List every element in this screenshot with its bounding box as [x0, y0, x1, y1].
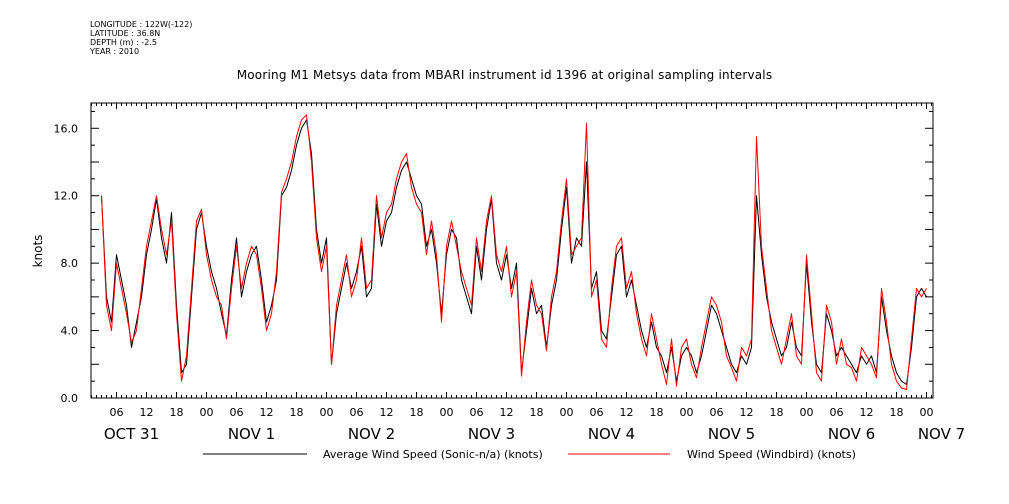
x-tick-label: 18 [650, 406, 664, 419]
x-day-label: NOV 7 [918, 425, 965, 443]
x-tick-label: 12 [740, 406, 754, 419]
y-tick-label: 4.0 [61, 325, 79, 338]
x-tick-label: 12 [620, 406, 634, 419]
chart-title: Mooring M1 Metsys data from MBARI instru… [236, 68, 773, 82]
metadata-block: LONGITUDE : 122W(-122) LATITUDE : 36.8N … [90, 20, 192, 56]
x-tick-label: 18 [530, 406, 544, 419]
x-day-label: NOV 2 [348, 425, 395, 443]
legend-label: Average Wind Speed (Sonic-n/a) (knots) [323, 448, 543, 461]
x-day-label: NOV 6 [828, 425, 875, 443]
x-tick-label: 06 [350, 406, 364, 419]
x-tick-label: 06 [230, 406, 244, 419]
x-tick-label: 12 [140, 406, 154, 419]
x-tick-label: 00 [200, 406, 214, 419]
legend-label: Wind Speed (Windbird) (knots) [687, 448, 856, 461]
x-tick-label: 06 [110, 406, 124, 419]
y-tick-label: 8.0 [61, 257, 79, 270]
x-tick-label: 00 [560, 406, 574, 419]
x-day-label: OCT 31 [104, 425, 159, 443]
y-tick-label: 12.0 [54, 190, 79, 203]
x-tick-label: 06 [830, 406, 844, 419]
x-tick-label: 12 [500, 406, 514, 419]
x-tick-label: 12 [380, 406, 394, 419]
x-tick-label: 00 [680, 406, 694, 419]
x-tick-label: 12 [260, 406, 274, 419]
plot-frame [90, 102, 934, 399]
x-tick-label: 00 [800, 406, 814, 419]
depth-label: DEPTH (m) : -2.5 [90, 38, 157, 47]
x-tick-label: 18 [170, 406, 184, 419]
x-tick-label: 18 [770, 406, 784, 419]
x-tick-label: 06 [470, 406, 484, 419]
x-tick-label: 18 [410, 406, 424, 419]
x-day-label: NOV 3 [468, 425, 515, 443]
x-tick-label: 12 [860, 406, 874, 419]
x-tick-label: 06 [710, 406, 724, 419]
y-tick-label: 16.0 [54, 122, 79, 135]
x-day-label: NOV 5 [708, 425, 755, 443]
x-day-label: NOV 1 [228, 425, 275, 443]
series-line-windbird [101, 114, 927, 391]
x-tick-label: 00 [920, 406, 934, 419]
x-day-label: NOV 4 [588, 425, 635, 443]
x-tick-label: 00 [320, 406, 334, 419]
y-axis-label: knots [31, 235, 45, 268]
legend: Average Wind Speed (Sonic-n/a) (knots) Wi… [203, 448, 856, 461]
latitude-label: LATITUDE : 36.8N [90, 29, 161, 38]
x-tick-label: 18 [290, 406, 304, 419]
year-label: YEAR : 2010 [90, 47, 140, 56]
x-tick-label: 18 [890, 406, 904, 419]
y-tick-label: 0.0 [61, 392, 79, 405]
longitude-label: LONGITUDE : 122W(-122) [90, 20, 193, 29]
x-tick-label: 06 [590, 406, 604, 419]
x-tick-label: 00 [440, 406, 454, 419]
